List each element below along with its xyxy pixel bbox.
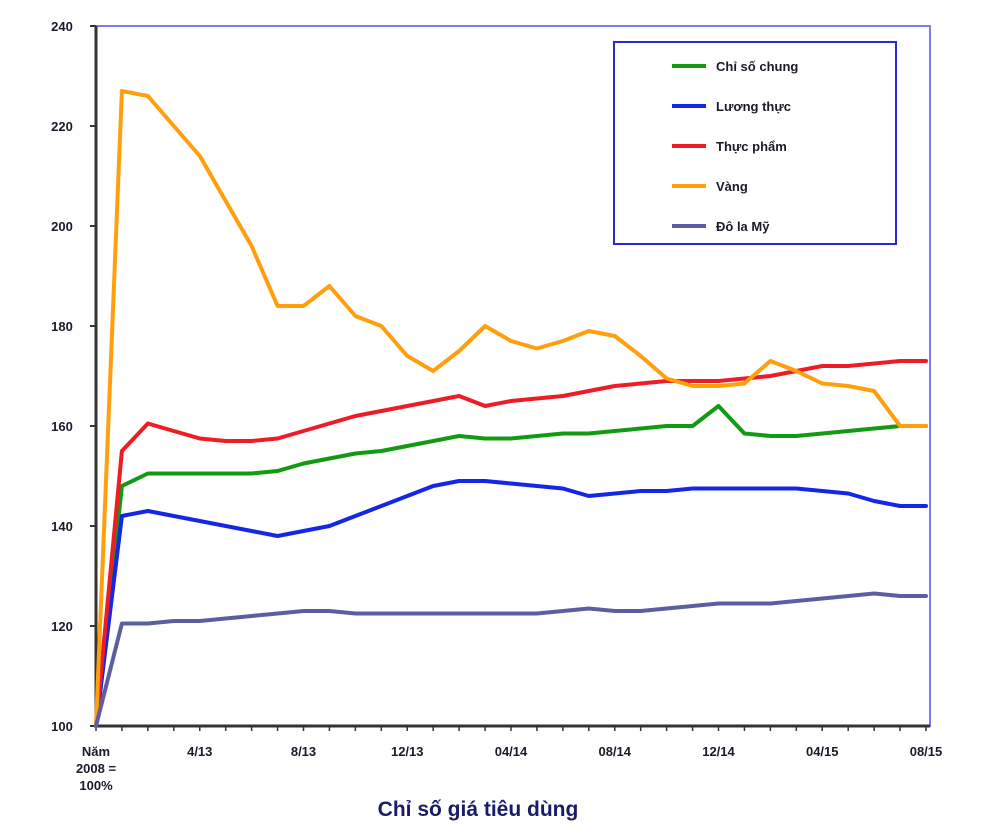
x-tick-label: Năm 2008 = 100%	[76, 744, 117, 793]
x-tick-label: 8/13	[291, 744, 316, 759]
x-tick-label: 12/14	[702, 744, 735, 759]
series-line-4	[94, 89, 928, 728]
x-tick-label: 08/15	[910, 744, 943, 759]
legend-label: Chỉ số chung	[716, 59, 798, 74]
y-tick-label: 100	[51, 719, 73, 734]
series-line-3	[94, 359, 928, 728]
x-tick-label: 04/15	[806, 744, 839, 759]
series-line-5	[94, 591, 928, 728]
legend-label: Vàng	[716, 179, 748, 194]
series-line-1	[94, 404, 928, 728]
y-tick-label: 200	[51, 219, 73, 234]
y-tick-label: 220	[51, 119, 73, 134]
legend-label: Thực phẩm	[716, 139, 787, 154]
x-tick-label: 08/14	[598, 744, 631, 759]
y-tick-label: 180	[51, 319, 73, 334]
y-tick-label: 240	[51, 19, 73, 34]
legend-label: Lương thực	[716, 99, 791, 114]
series-line-2	[94, 479, 928, 728]
legend-box	[613, 41, 897, 245]
y-tick-label: 140	[51, 519, 73, 534]
y-tick-label: 120	[51, 619, 73, 634]
x-axis-ticks: Năm 2008 = 100% 4/13 8/13 12/13 04/14 08/14 12/1…	[76, 726, 942, 793]
y-tick-label: 160	[51, 419, 73, 434]
x-tick-label: 4/13	[187, 744, 212, 759]
series-lines	[94, 89, 928, 728]
y-axis-ticks: 100 120 140 160 180 200 220 240	[51, 19, 96, 734]
x-axis-title: Chỉ số giá tiêu dùng	[378, 798, 579, 821]
legend-label: Đô la Mỹ	[716, 219, 770, 234]
x-tick-label: 12/13	[391, 744, 424, 759]
x-tick-label: 04/14	[495, 744, 528, 759]
legend: Chỉ số chung Lương thực Thực phẩm Vàng Đô la…	[613, 41, 897, 245]
